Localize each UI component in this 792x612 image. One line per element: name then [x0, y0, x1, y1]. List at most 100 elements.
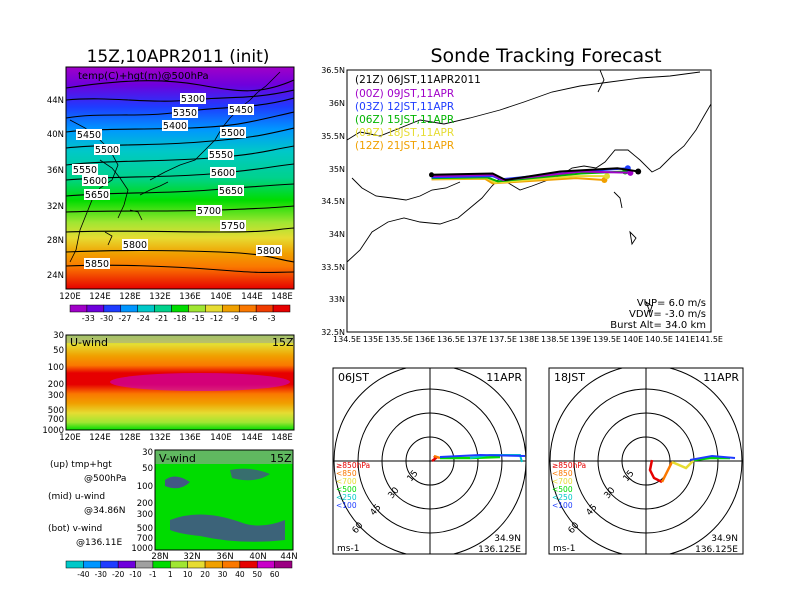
lat-tick: 36.5N: [321, 66, 345, 75]
lat-tick: 32N: [47, 202, 64, 212]
hodo-trace-orange: [660, 461, 674, 483]
colorbar-swatch: [238, 304, 257, 313]
colorbar-label: 10: [183, 570, 193, 579]
v-wind-label: V-wind: [159, 452, 196, 465]
lon-tick: 128E: [119, 292, 141, 302]
legend-entry: (21Z) 06JST,11APR2011: [355, 74, 481, 86]
legend-entry: <250: [336, 493, 357, 502]
lon-tick: 136E: [179, 433, 201, 443]
p-tick: 300: [48, 391, 64, 401]
note-line: (bot) v-wind: [48, 524, 102, 534]
lon-tick: 141E: [675, 335, 695, 344]
lon-tick: 135.5E: [385, 335, 413, 344]
note-line: @500hPa: [84, 474, 126, 484]
hodo-time: 18JST: [554, 371, 585, 384]
legend-entry: (12Z) 21JST,11APR: [355, 140, 454, 152]
lat-tick: 32N: [183, 552, 200, 562]
legend-entry: <850: [336, 469, 357, 478]
panel-500hpa: 5300 5350 5400 5450 5450 5500 5500 5550 …: [47, 66, 295, 302]
svg-text:5400: 5400: [163, 121, 187, 132]
lat-tick: 44N: [47, 96, 64, 106]
colorbar-swatch: [222, 560, 241, 569]
contour-label: 5550: [72, 164, 98, 176]
p-tick: 700: [48, 415, 64, 425]
hodo-date: 11APR: [703, 371, 739, 384]
colorbar-label: -3: [268, 314, 276, 323]
colorbar-swatch: [100, 560, 119, 569]
colorbar-swatch: [255, 304, 274, 313]
colorbar-label: -20: [112, 570, 124, 579]
colorbar-label: 20: [200, 570, 210, 579]
colorbar-swatch: [65, 560, 84, 569]
svg-text:5550: 5550: [73, 165, 97, 176]
hodo-legend: ≥850hPa <850 <700 <500 <250 <100: [336, 461, 370, 510]
note-line: (mid) u-wind: [48, 492, 105, 502]
legend-entry: <700: [336, 477, 357, 486]
lon-tick: 144E: [241, 433, 263, 443]
contour-label: 5600: [210, 167, 236, 179]
colorbar-label: -33: [82, 314, 95, 323]
p-tick: 100: [137, 482, 153, 492]
launch-point: [429, 172, 434, 178]
colorbar-swatch: [274, 560, 293, 569]
u-wind-time: 15Z: [272, 336, 294, 349]
legend-entry: (06Z) 15JST,11APR: [355, 114, 454, 126]
lon-tick: 137E: [467, 335, 487, 344]
legend-entry: <100: [336, 501, 357, 510]
lon-tick: 139E: [571, 335, 591, 344]
hodo-lon: 136.125E: [695, 545, 738, 555]
lon-tick: 144E: [241, 292, 263, 302]
lat-tick: 35N: [329, 165, 345, 174]
lon-tick: 136E: [179, 292, 201, 302]
colorbar-label: -15: [192, 314, 205, 323]
u-wind-x-axis: 120E 124E 128E 132E 136E 140E 144E 148E: [59, 433, 293, 443]
lat-tick: 28N: [151, 552, 168, 562]
panel-500-lat-axis: 44N 40N 36N 32N 28N 24N: [47, 96, 64, 281]
hodo-trace-blue: [689, 454, 736, 461]
lon-tick: 148E: [271, 292, 293, 302]
colorbar-swatch: [135, 560, 154, 569]
lat-tick: 36N: [47, 166, 64, 176]
svg-text:5650: 5650: [85, 190, 109, 201]
contour-label: 5850: [84, 258, 110, 270]
note-line: @136.11E: [76, 538, 122, 548]
lat-tick: 24N: [47, 271, 64, 281]
contour-label: 5600: [82, 175, 108, 187]
contour-label: 5450: [76, 129, 102, 141]
contour-label: 5700: [196, 205, 222, 217]
track-line: [431, 170, 631, 182]
contour-label: 5650: [84, 189, 110, 201]
contour-label: 5550: [208, 149, 234, 161]
hodo-unit: ms-1: [553, 544, 575, 554]
colorbar-label: 60: [270, 570, 280, 579]
lon-tick: 140E: [210, 433, 232, 443]
lon-tick: 120E: [59, 433, 81, 443]
contour-label: 5400: [162, 120, 188, 132]
lat-tick: 33N: [329, 295, 345, 304]
v-wind-frame: [154, 449, 294, 551]
lon-tick: 140E: [623, 335, 643, 344]
lon-tick: 136.5E: [437, 335, 465, 344]
lon-tick: 135E: [363, 335, 383, 344]
colorbar-swatch: [222, 304, 240, 313]
legend-entry: ≥850hPa: [552, 461, 586, 470]
colorbar-label: -21: [155, 314, 168, 323]
contour-label: 5500: [220, 127, 246, 139]
colorbar-label: -10: [129, 570, 141, 579]
contour-label: 5800: [122, 239, 148, 251]
p-tick: 30: [53, 331, 64, 341]
landing-point: [604, 173, 610, 180]
svg-text:5700: 5700: [197, 206, 221, 217]
track-lines: [429, 165, 642, 185]
p-tick: 700: [137, 534, 153, 544]
lat-tick: 44N: [280, 552, 297, 562]
legend-entry: <850: [552, 469, 573, 478]
v-wind-top-band: [155, 450, 293, 464]
svg-text:5800: 5800: [123, 240, 147, 251]
colorbar-label: -30: [95, 570, 107, 579]
wind-colorbar: -40 -30 -20 -10 -1 1 10 20 30 40 50 60: [65, 560, 293, 579]
contour-label: 5750: [220, 220, 246, 232]
v-wind-neg-patch: [170, 514, 285, 542]
lon-tick: 128E: [119, 433, 141, 443]
hodo-trace-green: [693, 456, 730, 462]
